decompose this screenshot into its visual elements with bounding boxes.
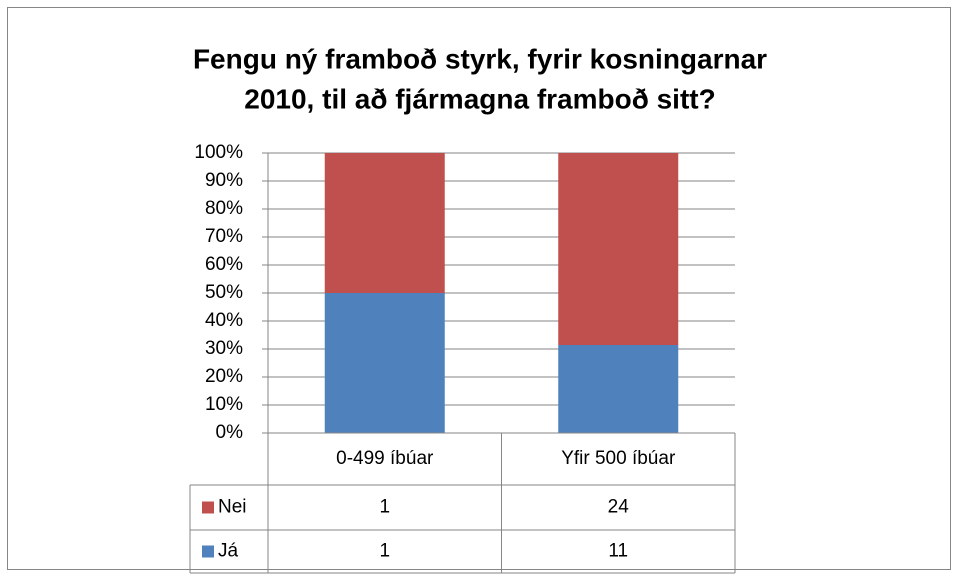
chart-title: Fengu ný framboð styrk, fyrir kosningarn… <box>193 43 767 74</box>
chart-border <box>7 7 951 570</box>
chart-title: 2010, til að fjármagna framboð sitt? <box>244 83 715 114</box>
y-tick-label: 90% <box>205 170 243 191</box>
y-tick-label: 50% <box>205 282 243 303</box>
y-tick-label: 10% <box>205 394 243 415</box>
table-cell: 1 <box>379 541 390 562</box>
x-tick-label: Yfir 500 íbúar <box>561 448 676 469</box>
table-cell: 1 <box>379 497 390 518</box>
y-tick-label: 40% <box>205 310 243 331</box>
y-tick-label: 60% <box>205 254 243 275</box>
y-tick-label: 100% <box>194 142 243 163</box>
bar-segment <box>324 293 445 433</box>
y-tick-label: 20% <box>205 366 243 387</box>
y-tick-label: 80% <box>205 198 243 219</box>
legend-key <box>202 545 214 558</box>
table-cell: 11 <box>608 541 628 562</box>
y-tick-label: 0% <box>216 422 244 443</box>
legend-label: Nei <box>218 497 247 518</box>
legend-key <box>202 501 214 514</box>
legend-label: Já <box>218 541 239 562</box>
table-cell: 24 <box>608 497 630 518</box>
x-tick-label: 0-499 íbúar <box>336 448 434 469</box>
y-tick-label: 30% <box>205 338 243 359</box>
bar-segment <box>324 153 445 293</box>
y-tick-label: 70% <box>205 226 243 247</box>
bar-segment <box>558 153 679 345</box>
bar-segment <box>558 345 679 433</box>
